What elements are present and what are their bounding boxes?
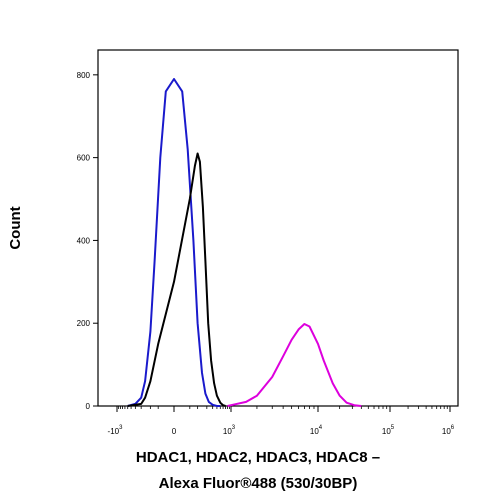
y-tick-label: 400: [77, 236, 91, 245]
x-tick-label: 104: [310, 425, 323, 436]
x-axis-title-line2: Alexa Fluor®488 (530/30BP): [159, 475, 358, 492]
series-group: [127, 78, 362, 407]
y-tick-label: 800: [77, 71, 91, 80]
series-line-3: [227, 323, 362, 407]
x-axis: -103 0 103 104 105 106: [108, 406, 455, 436]
y-tick-label: 600: [77, 154, 91, 163]
plot-frame: [97, 49, 459, 407]
plot-border: [97, 49, 459, 407]
y-tick-label: 0: [86, 402, 91, 411]
x-tick-label: -103: [108, 425, 124, 436]
y-tick-label: 200: [77, 319, 91, 328]
x-axis-title-line1: HDAC1, HDAC2, HDAC3, HDAC8 –: [136, 449, 380, 466]
x-tick-label: 105: [382, 425, 395, 436]
x-tick-label: 106: [442, 425, 455, 436]
series-line-2: [127, 152, 226, 407]
x-tick-label: 0: [172, 427, 177, 436]
x-tick-label: 103: [223, 425, 236, 436]
y-axis: 0 200 400 600 800: [77, 71, 98, 411]
y-axis-title: Count: [7, 206, 24, 249]
series-line-1: [127, 78, 221, 407]
